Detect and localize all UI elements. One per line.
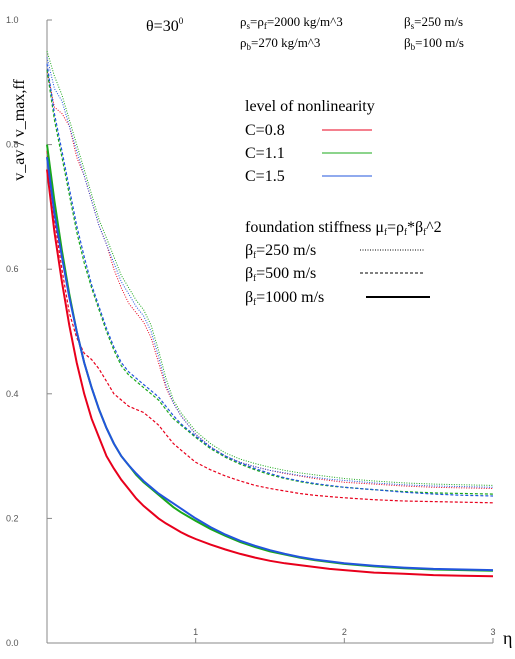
y-tick-label: 0.4 xyxy=(6,389,19,399)
legend-item-beta250-label: βf=250 m/s xyxy=(245,242,316,260)
legend-stiffness-title: foundation stiffness μf=ρf*βf^2 xyxy=(245,219,442,237)
y-tick-label: 0.8 xyxy=(6,140,19,150)
series-line-c11-beta1000 xyxy=(46,144,494,572)
annotation-rho-s: ρs=ρf=2000 kg/m^3 xyxy=(240,14,343,31)
legend-item-beta1000-label: βf=1000 m/s xyxy=(245,289,324,307)
svg-text:θ=300: θ=300 xyxy=(146,16,184,35)
annotation-theta: θ=300 xyxy=(146,16,184,35)
y-tick-label: 1.0 xyxy=(6,15,19,25)
x-tick-label: 3 xyxy=(490,627,495,637)
series-line-c15-beta250 xyxy=(46,57,494,488)
legend-item-beta500-label: βf=500 m/s xyxy=(245,265,316,283)
series-line-c15-beta1000 xyxy=(46,156,494,572)
x-tick-label: 1 xyxy=(193,627,198,637)
ticks: 0.0 0.2 0.4 0.6 0.8 1.0 1 2 3 xyxy=(6,15,496,648)
y-axis-label: v_av / v_max,ff xyxy=(11,79,28,181)
svg-text:βs=250 m/s: βs=250 m/s xyxy=(404,14,463,31)
series-line-c15-beta500 xyxy=(46,63,494,497)
legend-item-c15-label: C=1.5 xyxy=(245,168,285,185)
x-axis-label: η xyxy=(503,628,512,648)
series-line-c08-beta250 xyxy=(46,69,494,489)
svg-text:ρs=ρf=2000 kg/m^3: ρs=ρf=2000 kg/m^3 xyxy=(240,14,343,31)
series-line-c11-beta250 xyxy=(46,50,494,486)
y-tick-label: 0.2 xyxy=(6,513,19,523)
legend-item-c11-label: C=1.1 xyxy=(245,145,285,162)
svg-text:ρb=270 kg/m^3: ρb=270 kg/m^3 xyxy=(240,35,320,52)
legend-nonlinearity-title: level of nonlinearity xyxy=(245,98,375,115)
y-tick-label: 0.0 xyxy=(6,638,19,648)
legend-item-c08-label: C=0.8 xyxy=(245,122,285,139)
annotation-beta-s: βs=250 m/s xyxy=(404,14,463,31)
series-line-c08-beta500 xyxy=(46,150,494,504)
y-tick-label: 0.6 xyxy=(6,264,19,274)
svg-text:βb=100 m/s: βb=100 m/s xyxy=(404,35,464,52)
annotation-rho-b: ρb=270 kg/m^3 xyxy=(240,35,320,52)
series-line-c08-beta1000 xyxy=(46,169,494,578)
series-layer xyxy=(46,50,494,578)
annotation-beta-b: βb=100 m/s xyxy=(404,35,464,52)
x-tick-label: 2 xyxy=(342,627,347,637)
legend-nonlinearity: level of nonlinearity C=0.8 C=1.1 C=1.5 xyxy=(245,98,375,185)
axes xyxy=(46,20,493,644)
legend-stiffness: foundation stiffness μf=ρf*βf^2 βf=250 m… xyxy=(245,219,442,307)
